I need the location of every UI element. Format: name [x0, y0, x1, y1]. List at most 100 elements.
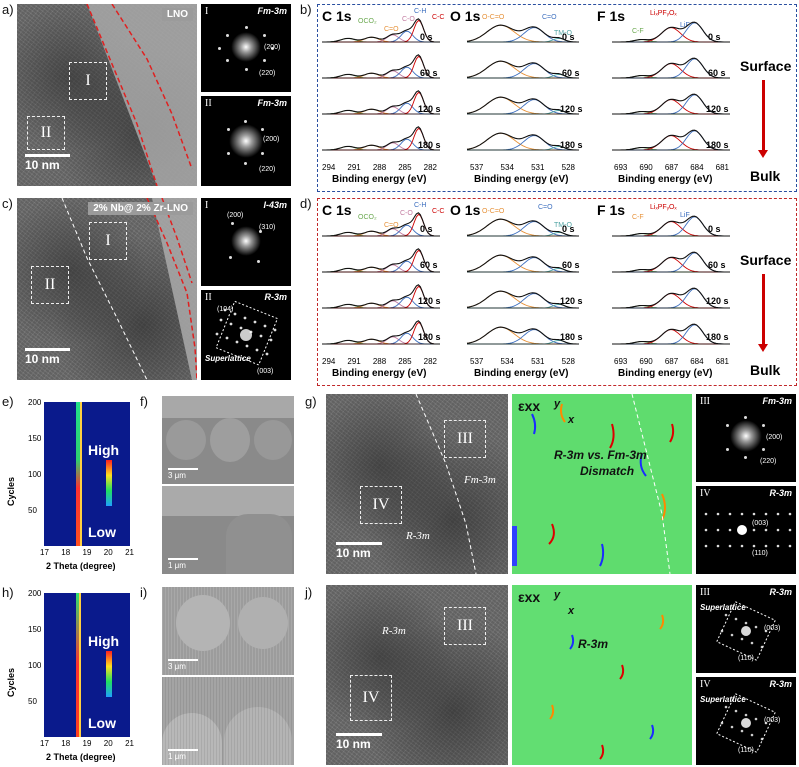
sem-image-i-bottom: 1 μm — [162, 677, 294, 765]
legend-high: High — [88, 442, 120, 458]
o1s-header: O 1s — [450, 8, 481, 24]
xaxis-label: Binding energy (eV) — [474, 174, 569, 185]
depth-arrow-head — [758, 150, 768, 158]
peak-label-oco2: OCO₂ — [358, 18, 377, 25]
peak-label-co: C=O — [384, 222, 399, 229]
panel-label-c: c) — [2, 196, 13, 211]
surface-layer-overlay — [86, 4, 197, 186]
surface-layer-overlay — [61, 198, 197, 380]
tem-image-nb-zr-lno: 2% Nb@ 2% Zr-LNO I II 10 nm — [17, 198, 197, 380]
peak-label-co-o: C=O — [542, 14, 557, 21]
peak-label-ch: C-H — [414, 202, 427, 209]
xaxis-label: Binding energy (eV) — [474, 368, 569, 379]
strain-symbol: εxx — [518, 589, 541, 605]
panel-label-d: d) — [300, 196, 312, 211]
depth-arrow-head — [758, 344, 768, 352]
region-box-iv: IV — [360, 486, 402, 524]
peak-label-c-o: C-O — [400, 210, 413, 217]
peak-label-co-o: C=O — [538, 204, 553, 211]
region-box-ii: II — [27, 116, 65, 150]
strain-map-j: εxx y x R-3m — [512, 585, 692, 765]
xps-frame-nb-zr-lno — [317, 198, 797, 386]
c1s-header: C 1s — [322, 202, 352, 218]
bulk-label: Bulk — [750, 362, 781, 378]
region-box-i: I — [69, 62, 107, 100]
panel-label-a: a) — [2, 2, 14, 17]
xps-spectra — [322, 212, 730, 345]
panel-label-h: h) — [2, 585, 14, 600]
fft-pattern-c-ii: II R-3m (104) (003) Superlattice — [201, 290, 291, 380]
peak-label-oco2: OCO₂ — [358, 214, 377, 221]
o1s-header: O 1s — [450, 202, 481, 218]
xaxis-label: Binding energy (eV) — [332, 174, 427, 185]
fft-pattern-a-ii: II Fm-3m (200) (220) — [201, 96, 291, 186]
legend-high: High — [88, 633, 120, 649]
legend-low: Low — [88, 524, 116, 540]
xaxis-label: Binding energy (eV) — [618, 368, 713, 379]
peak-label-tmo: TM-O — [554, 222, 572, 229]
panel-label-b: b) — [300, 2, 312, 17]
region-box-iii: III — [444, 420, 486, 458]
peak-label-c-o: C-O — [402, 16, 415, 23]
region-box-ii: II — [31, 266, 69, 304]
xaxis-label: 2 Theta (degree) — [46, 752, 116, 762]
peak-label-oco: O-C=O — [482, 208, 505, 215]
sample-tag: LNO — [161, 8, 193, 21]
scale-bar: 10 nm — [25, 348, 70, 366]
fft-pattern-j-iii: III R-3m Superlattice (003) (110) — [696, 585, 796, 673]
peak-label-ch: C-H — [414, 8, 427, 15]
scale-bar: 10 nm — [25, 154, 70, 172]
peak-label-tmo: TM-O — [554, 30, 572, 37]
region-box-i: I — [89, 222, 127, 260]
peak-label-oco: O-C=O — [482, 14, 505, 21]
bulk-label: Bulk — [750, 168, 781, 184]
fft-pattern-g-iv: IV R-3m (003) (110) — [696, 486, 796, 574]
hrtem-image-j: III IV R-3m 10 nm — [326, 585, 508, 765]
panel-label-i: i) — [140, 585, 148, 600]
tem-image-lno: LNO I II 10 nm — [17, 4, 197, 186]
fft-pattern-j-iv: IV R-3m Superlattice (003) (110) — [696, 677, 796, 765]
xrd-heatmap-nb-zr-lno: Cycles 200 150 100 50 High Low 17 18 19 20 2… — [6, 589, 134, 762]
panel-label-g: g) — [305, 394, 317, 409]
f1s-header: F 1s — [597, 8, 626, 24]
strain-symbol: εxx — [518, 398, 541, 414]
xps-depth-profile-nb-zr-lno: C 1s O 1s F 1s OCO₂ C=O C-O C-H C-C O-C=… — [322, 202, 792, 379]
sem-image-f-bottom: 1 μm — [162, 486, 294, 574]
f1s-header: F 1s — [597, 202, 626, 218]
xps-depth-profile-lno: C 1s O 1s F 1s OCO₂ C=O C-O C-H C-C O-C=… — [322, 8, 792, 185]
xps-spectra — [322, 18, 730, 151]
legend-low: Low — [88, 715, 116, 731]
peak-label-cc: C-C — [432, 208, 445, 215]
xrd-heatmap-lno: Cycles 200 150 100 50 High Low 17 18 19 20 2… — [6, 398, 134, 571]
peak-label-lif: LiF — [680, 22, 690, 29]
panel-label-f: f) — [140, 394, 148, 409]
fft-pattern-a-i: I Fm-3m (200) (220) — [201, 4, 291, 92]
panel-label-e: e) — [2, 394, 14, 409]
sem-image-f-top: 3 μm — [162, 396, 294, 484]
peak-label-lipfo: LiₓPFᵧOₓ — [650, 204, 677, 211]
panel-label-j: j) — [305, 585, 313, 600]
xps-frame-lno — [317, 4, 797, 192]
sample-tag: 2% Nb@ 2% Zr-LNO — [88, 202, 193, 215]
xaxis-label: Binding energy (eV) — [618, 174, 713, 185]
fft-pattern-c-i: I I-43m (200) (310) — [201, 198, 291, 286]
peak-label-lif: LiF — [680, 212, 690, 219]
sem-image-i-top: 3 μm — [162, 587, 294, 675]
peak-label-cf: C-F — [632, 28, 644, 35]
region-box-iv: IV — [350, 675, 392, 721]
surface-label: Surface — [740, 252, 792, 268]
xaxis-label: 2 Theta (degree) — [46, 561, 116, 571]
fft-pattern-g-iii: III Fm-3m (200) (220) — [696, 394, 796, 482]
peak-label-cf: C-F — [632, 214, 644, 221]
surface-label: Surface — [740, 58, 792, 74]
hrtem-image-g: III IV Fm-3m R-3m 10 nm — [326, 394, 508, 574]
xaxis-label: Binding energy (eV) — [332, 368, 427, 379]
depth-arrow — [762, 80, 765, 150]
peak-label-lipfo: LiₓPFᵧOₓ — [650, 10, 677, 17]
c1s-header: C 1s — [322, 8, 352, 24]
strain-map-g: εxx y x R-3m vs. Fm-3m Dismatch — [512, 394, 692, 574]
peak-label-cc: C-C — [432, 14, 445, 21]
depth-arrow — [762, 274, 765, 344]
region-box-iii: III — [444, 607, 486, 645]
peak-label-co: C=O — [384, 26, 399, 33]
